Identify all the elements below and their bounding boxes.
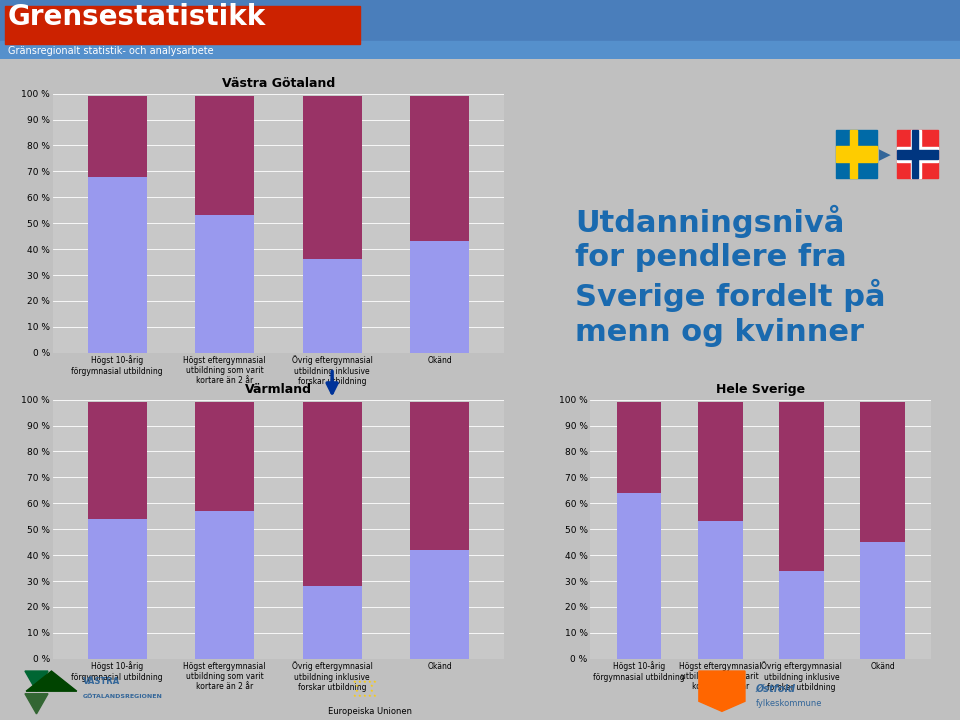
Bar xyxy=(780,402,824,571)
Bar xyxy=(410,241,469,353)
Bar xyxy=(0,41,960,59)
Text: ★ ★ ★ ★ ★
★         ★
★         ★
★ ★ ★ ★ ★: ★ ★ ★ ★ ★ ★ ★ ★ ★ ★ ★ ★ ★ ★ xyxy=(353,680,376,698)
Bar xyxy=(87,176,147,353)
Bar xyxy=(860,402,905,542)
Text: GÖTALANDSREGIONEN: GÖTALANDSREGIONEN xyxy=(83,694,162,698)
Legend: Män Värml %, Kvinnor Värml%: Män Värml %, Kvinnor Värml% xyxy=(189,442,368,457)
Bar xyxy=(780,571,824,659)
Title: Värmland: Värmland xyxy=(245,382,312,396)
Polygon shape xyxy=(25,671,48,691)
Text: Europeiska Unionen: Europeiska Unionen xyxy=(327,707,412,716)
Polygon shape xyxy=(26,671,77,691)
Bar xyxy=(911,130,921,179)
Bar xyxy=(87,519,147,659)
Bar xyxy=(616,493,661,659)
Bar xyxy=(860,542,905,659)
Bar xyxy=(87,96,147,176)
Bar xyxy=(302,402,362,586)
Text: Gränsregionalt statistik- och analysarbete: Gränsregionalt statistik- och analysarbe… xyxy=(8,46,213,55)
Bar xyxy=(698,521,742,659)
Text: VÄSTRA: VÄSTRA xyxy=(83,677,120,685)
Bar xyxy=(851,130,856,179)
Title: Hele Sverige: Hele Sverige xyxy=(716,382,805,396)
Bar xyxy=(302,586,362,659)
Bar xyxy=(302,259,362,353)
Bar xyxy=(410,550,469,659)
Bar xyxy=(898,150,938,159)
Bar xyxy=(410,402,469,550)
Title: Västra Götaland: Västra Götaland xyxy=(222,76,335,90)
Bar xyxy=(912,130,918,179)
Text: Østfold: Østfold xyxy=(756,684,796,693)
Bar xyxy=(302,96,362,259)
Bar xyxy=(195,402,254,511)
Polygon shape xyxy=(25,694,48,714)
Bar xyxy=(5,6,360,44)
Text: Utdanningsnivå
for pendlere fra
Sverige fordelt på
menn og kvinner: Utdanningsnivå for pendlere fra Sverige … xyxy=(575,204,885,347)
Text: Grensestatistikk: Grensestatistikk xyxy=(8,3,266,30)
Bar xyxy=(898,147,938,161)
Bar xyxy=(410,96,469,241)
Bar xyxy=(836,146,876,162)
Bar xyxy=(836,130,876,179)
Polygon shape xyxy=(699,671,745,711)
Text: fylkeskommune: fylkeskommune xyxy=(756,699,822,708)
Bar xyxy=(698,402,742,521)
Text: ▶: ▶ xyxy=(879,147,891,162)
Bar xyxy=(195,96,254,215)
Bar xyxy=(195,511,254,659)
Bar xyxy=(616,402,661,493)
Bar xyxy=(195,215,254,353)
Bar xyxy=(87,402,147,519)
Bar xyxy=(898,130,938,179)
